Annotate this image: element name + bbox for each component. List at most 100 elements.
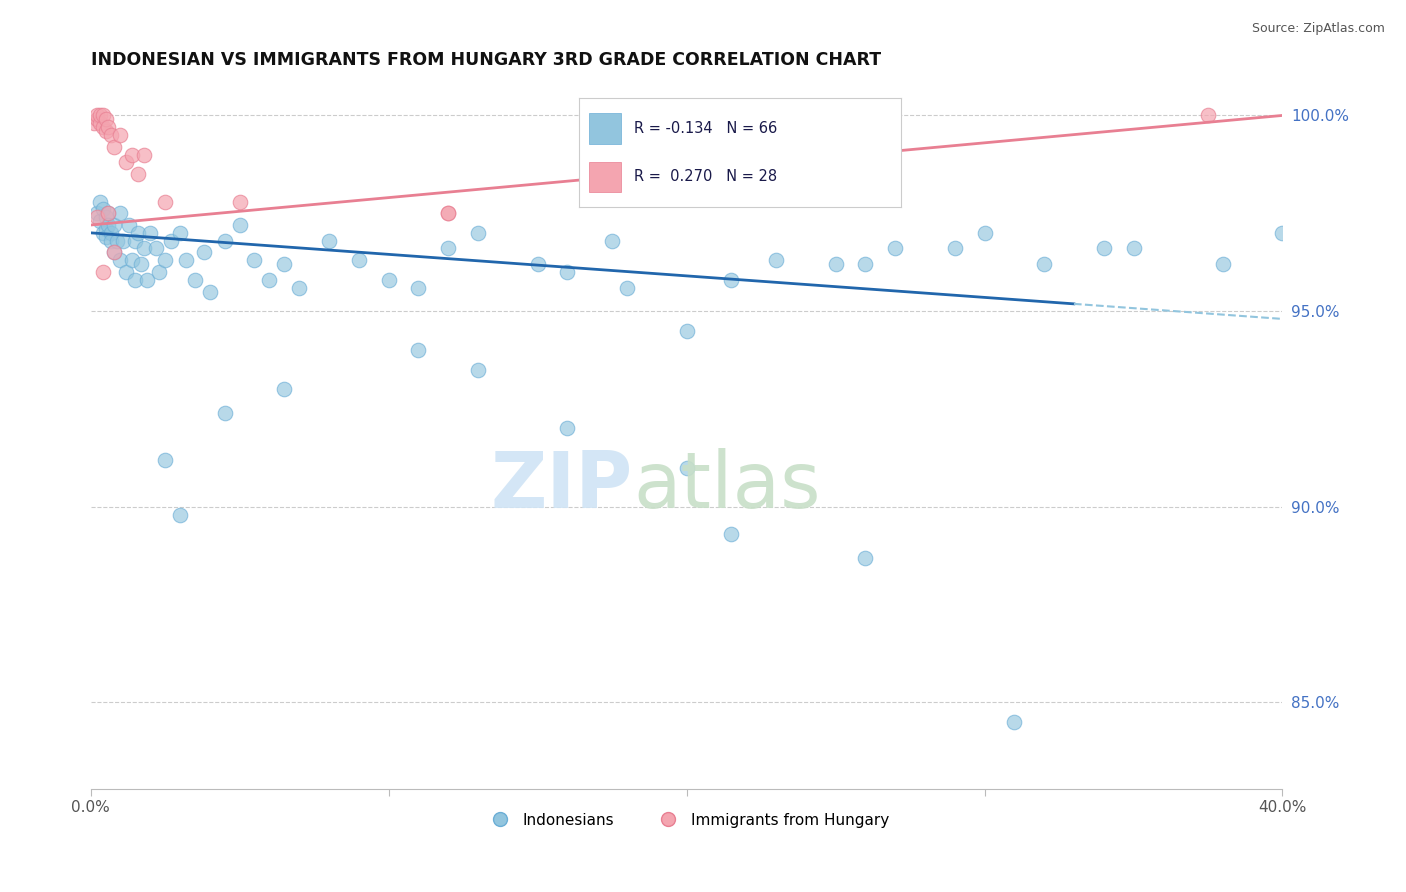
Point xyxy=(91,265,114,279)
Point xyxy=(765,253,787,268)
Point xyxy=(675,324,697,338)
Point xyxy=(467,226,489,240)
Point xyxy=(193,245,215,260)
Point xyxy=(273,383,295,397)
Point xyxy=(86,112,108,127)
Point xyxy=(347,253,370,268)
Text: INDONESIAN VS IMMIGRANTS FROM HUNGARY 3RD GRADE CORRELATION CHART: INDONESIAN VS IMMIGRANTS FROM HUNGARY 3R… xyxy=(90,51,880,69)
Point xyxy=(100,234,122,248)
Point xyxy=(557,421,579,435)
Point xyxy=(94,124,117,138)
Point xyxy=(115,265,138,279)
Point xyxy=(139,226,162,240)
Point xyxy=(124,234,146,248)
Point xyxy=(103,245,125,260)
Point xyxy=(243,253,266,268)
Point xyxy=(89,214,111,228)
Point xyxy=(616,280,638,294)
Point xyxy=(318,234,340,248)
Point xyxy=(557,265,579,279)
Point xyxy=(467,363,489,377)
Point xyxy=(136,273,159,287)
Point xyxy=(853,550,876,565)
Text: Source: ZipAtlas.com: Source: ZipAtlas.com xyxy=(1251,22,1385,36)
Point xyxy=(169,226,191,240)
Point xyxy=(91,202,114,217)
Point xyxy=(145,242,167,256)
Point xyxy=(153,452,176,467)
Point xyxy=(1271,226,1294,240)
Point xyxy=(288,280,311,294)
Point xyxy=(228,194,250,209)
Point xyxy=(824,257,846,271)
Point xyxy=(1002,714,1025,729)
Point xyxy=(273,257,295,271)
Text: atlas: atlas xyxy=(633,448,821,524)
Point xyxy=(1033,257,1056,271)
Point xyxy=(121,253,143,268)
Text: ZIP: ZIP xyxy=(491,448,633,524)
Point xyxy=(214,406,236,420)
Point xyxy=(943,242,966,256)
Point xyxy=(675,460,697,475)
Point xyxy=(97,218,120,232)
Point xyxy=(100,128,122,142)
Point xyxy=(118,218,141,232)
Point xyxy=(1212,257,1234,271)
Point xyxy=(127,226,149,240)
Point xyxy=(83,116,105,130)
Point xyxy=(153,253,176,268)
Point xyxy=(198,285,221,299)
Point xyxy=(97,206,120,220)
Point xyxy=(600,234,623,248)
Point xyxy=(526,257,548,271)
Point xyxy=(121,147,143,161)
Point xyxy=(1092,242,1115,256)
Point xyxy=(103,218,125,232)
Point xyxy=(127,167,149,181)
Point xyxy=(97,120,120,135)
Point xyxy=(174,253,197,268)
Point xyxy=(89,116,111,130)
Legend: Indonesians, Immigrants from Hungary: Indonesians, Immigrants from Hungary xyxy=(478,806,894,834)
Point xyxy=(100,226,122,240)
Point xyxy=(115,155,138,169)
Point xyxy=(91,226,114,240)
Point xyxy=(110,253,132,268)
Point xyxy=(184,273,207,287)
Point xyxy=(661,186,683,201)
Point xyxy=(377,273,399,287)
Point xyxy=(153,194,176,209)
Point xyxy=(437,206,460,220)
Point xyxy=(1197,108,1219,122)
Point xyxy=(129,257,152,271)
Point xyxy=(720,273,742,287)
Point xyxy=(86,108,108,122)
Point xyxy=(94,229,117,244)
Point xyxy=(134,147,156,161)
Point xyxy=(112,234,135,248)
Point xyxy=(124,273,146,287)
Point xyxy=(110,128,132,142)
Point xyxy=(853,257,876,271)
Point xyxy=(1122,242,1144,256)
Point xyxy=(437,242,460,256)
Point xyxy=(86,206,108,220)
Point xyxy=(89,108,111,122)
Point xyxy=(720,527,742,541)
Point xyxy=(408,280,430,294)
Point xyxy=(89,194,111,209)
Point xyxy=(160,234,183,248)
Point xyxy=(437,206,460,220)
Point xyxy=(103,245,125,260)
Point xyxy=(94,112,117,127)
Point xyxy=(228,218,250,232)
Point xyxy=(148,265,170,279)
Point xyxy=(103,140,125,154)
Point xyxy=(169,508,191,522)
Point xyxy=(91,120,114,135)
Point xyxy=(91,108,114,122)
Point xyxy=(94,210,117,224)
Point xyxy=(94,222,117,236)
Point xyxy=(214,234,236,248)
